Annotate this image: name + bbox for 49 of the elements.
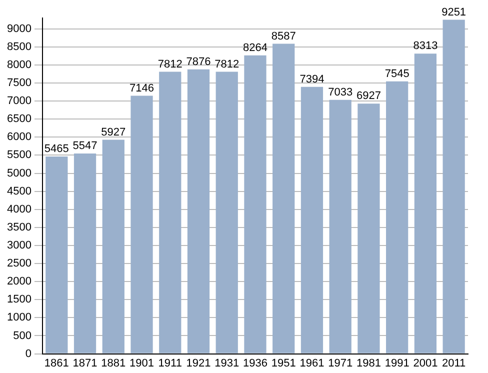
x-tick-label: 2011 xyxy=(442,357,466,370)
y-tick-label: 5000 xyxy=(6,167,32,180)
data-label: 7146 xyxy=(130,82,154,94)
y-tick-label: 4000 xyxy=(6,203,32,216)
x-tick-label: 1871 xyxy=(72,357,98,370)
y-tick-label: 7500 xyxy=(6,77,32,90)
data-label: 5927 xyxy=(101,126,126,138)
y-tick-label: 8000 xyxy=(6,58,32,71)
y-tick-label: 6500 xyxy=(6,113,32,126)
y-tick-label: 5500 xyxy=(6,149,32,162)
x-tick-label: 1921 xyxy=(186,357,211,370)
y-tick-label: 9000 xyxy=(6,22,32,35)
data-label: 7394 xyxy=(300,73,324,86)
x-tick-label: 1911 xyxy=(158,357,182,370)
y-tick-label: 8500 xyxy=(6,40,32,53)
y-tick-label: 3000 xyxy=(6,240,32,252)
y-tick-label: 2500 xyxy=(6,258,32,270)
data-label: 5547 xyxy=(72,140,98,152)
data-label: 7876 xyxy=(186,56,211,68)
y-tick-label: 4500 xyxy=(6,185,32,198)
x-tick-label: 2001 xyxy=(413,357,438,370)
x-tick-label: 1931 xyxy=(214,357,240,370)
data-label: 7033 xyxy=(328,86,353,98)
y-tick-label: 7000 xyxy=(6,95,32,108)
y-tick-label: 3500 xyxy=(6,221,32,234)
x-tick-label: 1951 xyxy=(271,357,296,370)
data-label: 7812 xyxy=(158,58,182,70)
data-label: 8313 xyxy=(413,40,438,52)
x-tick-label: 1981 xyxy=(356,357,381,370)
x-tick-label: 1881 xyxy=(101,357,126,370)
data-label: 7545 xyxy=(384,68,410,80)
data-label: 8587 xyxy=(271,30,296,42)
x-tick-label: 1936 xyxy=(242,357,268,370)
y-tick-label: 1500 xyxy=(6,294,32,306)
y-tick-label: 500 xyxy=(13,330,32,342)
data-label: 5465 xyxy=(44,143,69,156)
x-tick-label: 1861 xyxy=(44,357,69,370)
data-label: 9251 xyxy=(442,6,466,18)
data-label: 8264 xyxy=(242,42,268,54)
x-tick-label: 1971 xyxy=(328,357,353,370)
y-tick-label: 0 xyxy=(25,348,32,360)
x-tick-label: 1901 xyxy=(130,357,154,370)
data-label: 7812 xyxy=(214,58,240,70)
x-tick-label: 1991 xyxy=(384,357,410,370)
y-tick-label: 6000 xyxy=(6,131,32,144)
x-tick-label: 1961 xyxy=(300,357,324,370)
y-tick-label: 2000 xyxy=(6,276,32,288)
data-label: 6927 xyxy=(356,90,381,102)
y-tick-label: 1000 xyxy=(6,312,32,324)
